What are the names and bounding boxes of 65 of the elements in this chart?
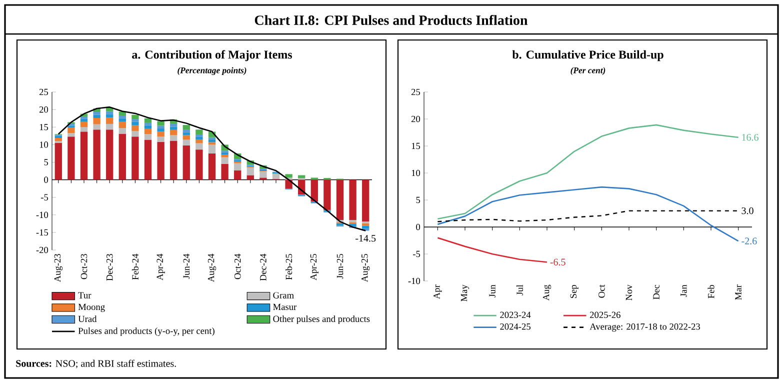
y-tick-label: 20 [39, 106, 48, 113]
y-tick-label: 5 [416, 196, 420, 204]
legend-label: Masur [273, 304, 297, 310]
y-tick-label: 20 [411, 116, 420, 122]
y-tick-label: 0 [416, 224, 420, 230]
x-tick-label: Nov [626, 284, 632, 300]
y-tick-label: -20 [36, 246, 48, 254]
y-tick-label: 25 [411, 88, 420, 96]
y-tick-label: -10 [36, 212, 48, 218]
data-label: -14.5 [356, 234, 376, 242]
x-tick-label: Dec-24 [260, 254, 266, 281]
y-tick-label: -5 [40, 194, 48, 200]
y-tick-label: -15 [36, 229, 48, 236]
x-tick-label: Mar [735, 284, 742, 300]
x-tick-label: Jan [680, 284, 687, 297]
y-tick-label: 25 [39, 88, 48, 96]
x-tick-label: Apr-24 [156, 254, 165, 280]
x-tick-label: May [460, 284, 470, 302]
x-tick-label: Dec-23 [106, 254, 113, 281]
legend-label: 2024-25 [500, 323, 530, 330]
x-tick-label: Oct-24 [234, 254, 241, 280]
legend-label: 2025-26 [590, 312, 620, 318]
x-tick-label: Jun-24 [183, 254, 190, 279]
x-tick-label: Jul [516, 284, 523, 296]
y-tick-label: 15 [40, 124, 48, 130]
chart-subtitle: (Per cent) [570, 67, 606, 76]
y-tick-label: 0 [44, 176, 48, 183]
x-tick-label: Aug-24 [208, 254, 216, 282]
legend-label: Average: 2017-18 to 2022-23 [590, 323, 700, 332]
x-tick-label: Sep [570, 284, 578, 298]
legend-label: Moong [78, 304, 105, 312]
legend-label: Gram [273, 292, 294, 298]
y-tick-label: -10 [408, 278, 420, 284]
y-tick-label: 5 [44, 159, 48, 166]
legend-label: 2023-24 [500, 312, 531, 318]
x-tick-label: Aug-25 [362, 254, 370, 282]
legend-label: Pulses and products (y-o-y, per cent) [78, 327, 214, 336]
x-tick-label: Apr-25 [310, 254, 318, 280]
y-tick-label: 10 [40, 142, 48, 148]
x-tick-label: Aug-23 [54, 254, 62, 282]
x-tick-label: Jun-25 [336, 254, 344, 279]
y-tick-label: 15 [412, 142, 420, 150]
data-label: -6.5 [550, 258, 566, 266]
x-tick-label: Dec [653, 284, 660, 300]
legend-label: Urad [78, 315, 97, 322]
legend-label: Other pulses and products [273, 315, 370, 324]
x-tick-label: Oct-23 [80, 254, 88, 280]
chart-subtitle: (Percentage points) [178, 67, 246, 76]
x-tick-label: Feb-25 [286, 254, 292, 280]
data-label: -2.6 [742, 238, 757, 244]
data-label: 3.0 [742, 207, 754, 214]
text: Sources: NSO; and RBI staff estimates. [16, 360, 176, 368]
text: Chart II.8: CPI Pulses and Products Inflation [254, 14, 528, 26]
x-tick-label: Feb-24 [132, 254, 138, 280]
x-tick-label: Jun [489, 284, 496, 298]
chart-title: b. Cumulative Price Build-up [512, 50, 664, 62]
x-tick-label: Feb [708, 284, 714, 298]
y-tick-label: -5 [412, 250, 420, 258]
chart-title: a. Contribution of Major Items [132, 50, 292, 62]
x-tick-label: Apr [434, 284, 442, 300]
y-tick-label: 10 [412, 170, 420, 176]
legend-label: Tur [78, 292, 92, 298]
data-label: 16.6 [742, 134, 758, 141]
x-tick-label: Aug [542, 284, 552, 301]
x-tick-label: Oct [598, 284, 605, 298]
